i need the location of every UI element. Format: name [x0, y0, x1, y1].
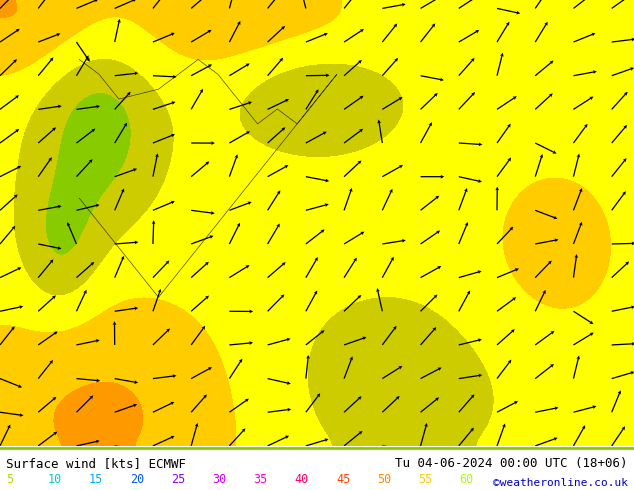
Text: 15: 15 [89, 472, 103, 486]
Text: Tu 04-06-2024 00:00 UTC (18+06): Tu 04-06-2024 00:00 UTC (18+06) [395, 457, 628, 470]
Text: ©weatheronline.co.uk: ©weatheronline.co.uk [493, 478, 628, 488]
Text: 60: 60 [460, 472, 474, 486]
Text: 10: 10 [48, 472, 61, 486]
Text: 45: 45 [336, 472, 350, 486]
Text: 40: 40 [295, 472, 309, 486]
Text: 20: 20 [130, 472, 144, 486]
Text: 30: 30 [212, 472, 226, 486]
Text: 35: 35 [254, 472, 268, 486]
Text: 50: 50 [377, 472, 391, 486]
Text: Surface wind [kts] ECMWF: Surface wind [kts] ECMWF [6, 457, 186, 470]
Text: 25: 25 [171, 472, 185, 486]
Text: 5: 5 [6, 472, 13, 486]
Text: 55: 55 [418, 472, 432, 486]
